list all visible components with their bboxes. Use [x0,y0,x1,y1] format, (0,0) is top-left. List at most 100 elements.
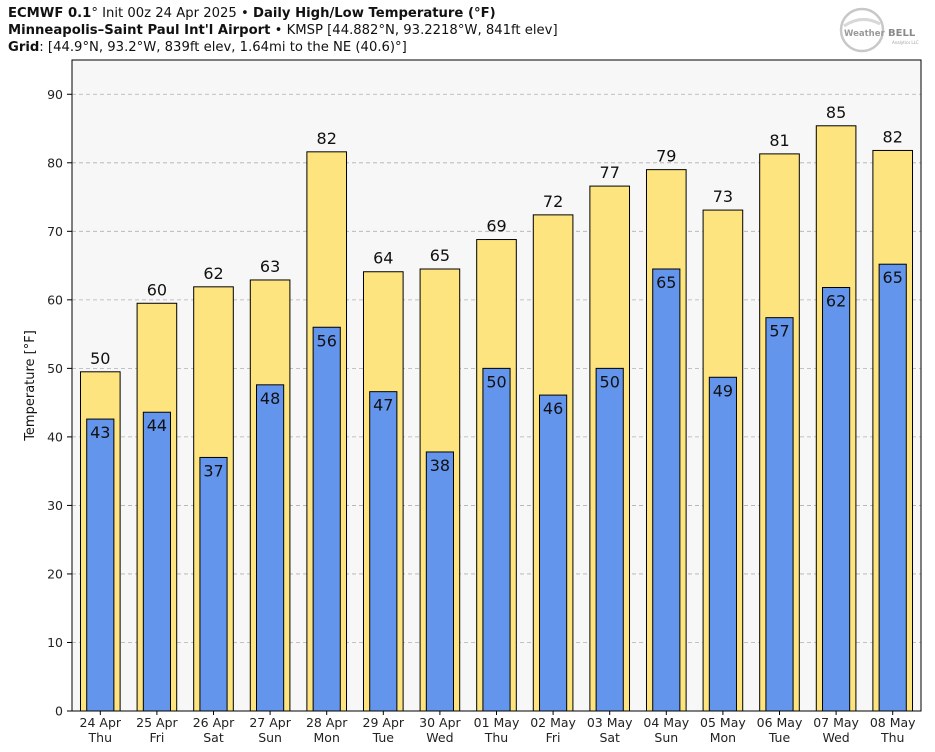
xtick-date-2: 26 Apr [193,715,235,730]
low-bar-2 [199,456,228,712]
low-bar-6 [425,451,454,712]
high-value-label-4: 82 [317,129,337,148]
bar-labels: 50 43 60 44 62 37 63 48 82 56 64 47 65 38 69 50 72 46 77 50… [90,103,903,481]
low-bar-14 [878,263,907,712]
low-value-label-9: 50 [600,372,620,391]
high-value-label-11: 73 [713,187,733,206]
low-value-label-1: 44 [147,416,167,435]
xtick-date-6: 30 Apr [419,715,461,730]
low-bar-4 [312,326,341,712]
low-value-label-14: 65 [883,268,903,287]
logo-ring [839,7,885,53]
low-value-label-4: 56 [317,331,337,350]
station-name: Minneapolis–Saint Paul Int'l Airport [8,23,271,38]
low-bar-11 [708,376,737,712]
xtick-day-10: Sun [654,730,678,745]
xtick-day-5: Tue [372,730,395,745]
xtick-date-14: 08 May [870,715,916,730]
xtick-day-9: Sat [599,730,620,745]
xtick-date-7: 01 May [474,715,520,730]
logo-tagline: Analytics LLC [892,40,919,45]
high-value-label-3: 63 [260,257,280,276]
xtick-date-13: 07 May [813,715,859,730]
ytick-label-20: 20 [47,566,63,581]
high-value-label-13: 85 [826,103,846,122]
xtick-date-12: 06 May [757,715,803,730]
xtick-date-0: 24 Apr [80,715,122,730]
low-value-label-0: 43 [90,423,110,442]
ytick-label-30: 30 [47,498,63,513]
xtick-day-12: Tue [768,730,791,745]
y-axis-label: Temperature [°F] [23,330,38,442]
header-separator: • [236,6,253,21]
low-value-label-2: 37 [203,461,223,480]
xtick-day-1: Fri [149,730,164,745]
ytick-label-50: 50 [47,361,63,376]
ytick-label-90: 90 [47,87,63,102]
low-bar-12 [765,317,794,712]
ytick-label-60: 60 [47,292,63,307]
xtick-day-6: Wed [426,730,453,745]
weatherbell-logo: Weather BELL Analytics LLC [839,7,919,53]
high-value-label-5: 64 [373,249,393,268]
low-value-label-3: 48 [260,389,280,408]
xtick-day-0: Thu [88,730,112,745]
xtick-date-11: 05 May [700,715,746,730]
header-line-grid: Grid: [44.9°N, 93.2°W, 839ft elev, 1.64m… [8,40,407,56]
ytick-label-10: 10 [47,635,63,650]
xtick-date-8: 02 May [530,715,576,730]
grid-label: Grid [8,40,40,55]
high-value-label-10: 79 [656,147,676,166]
ytick-label-80: 80 [47,155,63,170]
xtick-date-1: 25 Apr [136,715,178,730]
high-value-label-0: 50 [90,349,110,368]
xtick-day-4: Mon [314,730,340,745]
xtick-day-3: Sun [258,730,282,745]
low-bar-0 [86,418,115,712]
high-value-label-7: 69 [486,217,506,236]
xtick-date-3: 27 Apr [249,715,291,730]
xtick-date-10: 04 May [643,715,689,730]
header-line-model: ECMWF 0.1° Init 00z 24 Apr 2025 • Daily … [8,6,496,22]
logo-text-weather: Weather [844,29,885,39]
station-info: • KMSP [44.882°N, 93.2218°W, 841ft elev] [270,23,558,38]
ytick-label-0: 0 [55,704,63,719]
header-line-station: Minneapolis–Saint Paul Int'l Airport • K… [8,23,558,39]
ytick-label-40: 40 [47,429,63,444]
xtick-date-4: 28 Apr [306,715,348,730]
logo-swoosh [843,18,881,28]
low-bar-1 [142,411,171,712]
high-value-label-2: 62 [203,264,223,283]
low-value-label-10: 65 [656,273,676,292]
xtick-day-13: Wed [822,730,849,745]
low-bar-8 [539,394,568,712]
low-bar-5 [369,391,398,712]
low-bar-7 [482,367,511,712]
high-value-label-9: 77 [600,163,620,182]
high-value-label-8: 72 [543,192,563,211]
low-value-label-5: 47 [373,396,393,415]
ytick-label-70: 70 [47,224,63,239]
low-value-label-8: 46 [543,399,563,418]
logo-text-bell: BELL [888,28,916,39]
high-value-label-12: 81 [769,131,789,150]
high-value-label-1: 60 [147,280,167,299]
model-name: ECMWF 0.1 [8,6,92,21]
low-bar-3 [256,384,285,712]
low-value-label-11: 49 [713,381,733,400]
low-value-label-7: 50 [486,372,506,391]
high-value-label-14: 82 [883,127,903,146]
xtick-day-2: Sat [203,730,224,745]
xtick-day-8: Fri [546,730,561,745]
low-value-label-13: 62 [826,292,846,311]
xtick-day-7: Thu [484,730,508,745]
high-value-label-6: 65 [430,246,450,265]
low-bar-13 [822,287,851,712]
bars [79,125,914,712]
low-value-label-12: 57 [769,322,789,341]
low-bar-9 [595,367,624,712]
grid-info: : [44.9°N, 93.2°W, 839ft elev, 1.64mi to… [39,40,407,55]
